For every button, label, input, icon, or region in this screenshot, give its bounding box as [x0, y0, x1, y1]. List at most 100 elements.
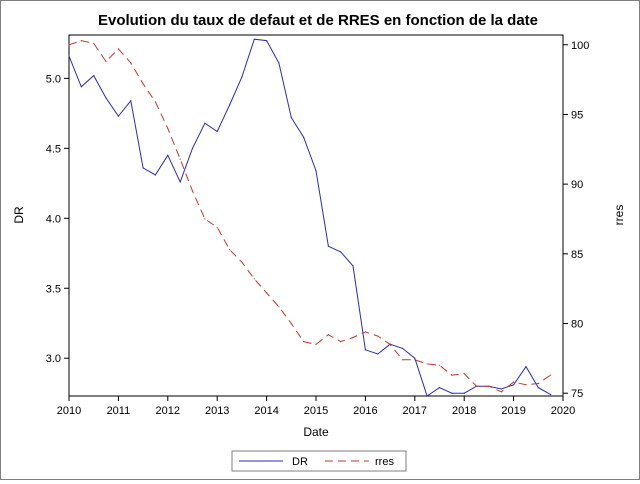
data-point-rres [303, 341, 305, 343]
data-point-rres [315, 343, 317, 345]
data-point-dr [216, 130, 218, 133]
data-point-rres [117, 48, 119, 50]
data-point-rres [154, 101, 156, 103]
data-point-dr [513, 384, 515, 386]
data-point-rres [513, 381, 515, 383]
data-point-rres [488, 385, 490, 387]
data-point-rres [525, 384, 527, 386]
legend-label-dr: DR [292, 456, 308, 468]
data-point-dr [191, 147, 194, 149]
data-point-rres [80, 40, 82, 42]
y-left-tick-label: 3.0 [46, 353, 61, 365]
data-point-dr [117, 115, 119, 117]
data-point-dr [105, 97, 107, 99]
y-right-tick-label: 100 [571, 40, 589, 52]
legend-label-rres: rres [375, 456, 394, 468]
data-point-dr [80, 86, 82, 88]
data-point-dr [204, 122, 206, 124]
data-point-dr [426, 395, 428, 397]
x-tick-label: 2011 [107, 405, 131, 417]
legend-box [231, 450, 407, 472]
data-point-rres [229, 249, 231, 251]
y-right-tick-label: 85 [571, 249, 583, 261]
data-point-dr [253, 38, 255, 40]
y-axis-right: 75 80 85 90 95 100 [563, 40, 589, 400]
data-point-rres [290, 322, 292, 325]
x-tick-label: 2019 [501, 405, 525, 417]
data-point-dr [550, 394, 552, 396]
data-point-rres [389, 343, 391, 345]
data-point-rres [550, 374, 552, 376]
x-tick-label: 2020 [551, 405, 575, 417]
x-tick-label: 2010 [57, 405, 81, 417]
data-point-rres [204, 218, 206, 220]
x-tick-label: 2013 [205, 405, 229, 417]
data-point-rres [364, 331, 366, 333]
data-point-rres [451, 374, 453, 376]
y-right-tick-label: 95 [571, 109, 583, 121]
data-point-rres [130, 62, 132, 64]
data-point-dr [68, 55, 70, 57]
x-tick-label: 2018 [452, 405, 476, 417]
data-point-rres [167, 127, 169, 129]
data-point-dr [229, 104, 231, 106]
y-left-tick-label: 3.5 [46, 283, 61, 295]
data-point-dr [401, 347, 404, 349]
data-point-dr [537, 387, 539, 389]
data-point-rres [327, 334, 329, 336]
legend: DR rres [231, 450, 407, 472]
x-axis: 2010 2011 2012 2013 2014 2015 2016 2017 2018 2019… [57, 396, 575, 417]
data-point-rres [414, 359, 416, 361]
data-point-rres [500, 391, 502, 393]
data-point-rres [191, 190, 194, 192]
data-point-dr [241, 76, 243, 78]
data-point-rres [475, 385, 478, 387]
data-point-rres [142, 83, 144, 85]
data-point-dr [377, 353, 379, 355]
data-point-dr [290, 117, 292, 119]
data-point-dr [154, 174, 156, 176]
data-point-rres [216, 226, 218, 228]
data-point-rres [179, 158, 181, 160]
data-point-rres [426, 363, 428, 365]
x-tick-label: 2014 [254, 405, 278, 417]
data-point-dr [179, 181, 181, 183]
series-lines [68, 38, 552, 397]
data-point-dr [340, 251, 342, 253]
y-left-tick-label: 4.0 [46, 213, 61, 225]
data-point-rres [401, 359, 404, 361]
x-tick-label: 2016 [353, 405, 377, 417]
y-right-tick-label: 90 [571, 179, 583, 191]
x-tick-label: 2012 [156, 405, 180, 417]
y-axis-right-label: rres [612, 205, 626, 226]
y-left-tick-label: 5.0 [46, 73, 61, 85]
data-point-rres [266, 292, 268, 294]
data-point-rres [438, 364, 441, 366]
data-point-dr [278, 62, 280, 64]
data-point-dr [303, 136, 305, 138]
data-point-dr [525, 366, 527, 368]
data-point-dr [352, 265, 354, 267]
data-point-dr [414, 357, 416, 359]
plot-area [68, 34, 564, 397]
x-tick-label: 2015 [304, 405, 328, 417]
data-point-dr [463, 392, 465, 394]
data-point-dr [500, 388, 502, 390]
data-point-rres [377, 335, 379, 337]
data-point-dr [327, 245, 329, 247]
data-point-rres [253, 278, 255, 280]
data-point-rres [93, 42, 95, 45]
data-point-dr [364, 349, 366, 351]
data-point-rres [537, 382, 539, 385]
chart-title: Evolution du taux de defaut et de RRES e… [98, 12, 538, 29]
data-point-rres [105, 60, 107, 63]
data-point-dr [130, 100, 132, 102]
series-line-dr [68, 38, 551, 397]
data-point-rres [68, 44, 70, 46]
data-point-rres [278, 306, 280, 308]
series-line-rres [68, 40, 551, 393]
data-point-rres [352, 336, 354, 339]
data-point-rres [340, 341, 342, 343]
data-point-rres [241, 261, 243, 263]
